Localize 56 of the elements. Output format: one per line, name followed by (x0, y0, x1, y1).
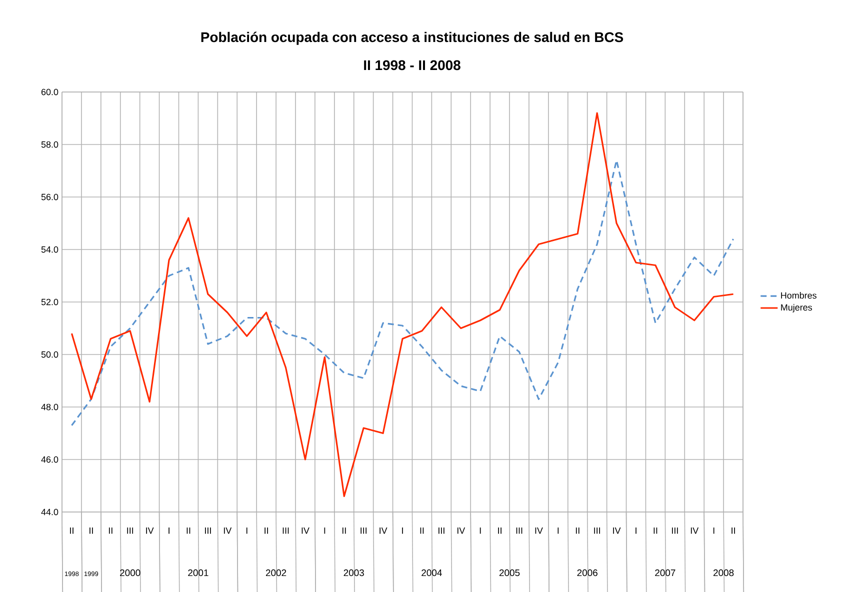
x-tick-label: IV (690, 528, 699, 534)
y-tick-label: 48.0 (41, 404, 58, 410)
x-tick-label: II (186, 528, 190, 534)
text: 2003 (344, 569, 364, 576)
x-tick-label: I (168, 528, 170, 534)
text: 2006 (577, 569, 598, 576)
y-tick-label: 54.0 (41, 246, 58, 253)
x-tick-label: I (713, 528, 714, 534)
x-tick-label: II (576, 528, 580, 534)
x-tick-label: III (516, 528, 522, 534)
x-tick-label: III (282, 528, 289, 534)
x-tick-label: IV (224, 528, 232, 534)
y-tick-label: 56.0 (41, 194, 58, 200)
x-tick-label: IV (380, 528, 388, 534)
x-tick-label: II (420, 528, 424, 534)
x-tick-label: II (654, 528, 658, 534)
x-tick-label: III (205, 528, 211, 534)
x-tick-label: II (342, 528, 346, 534)
x-tick-label: IV (535, 528, 543, 534)
text: 2005 (499, 569, 520, 576)
x-tick-label: I (558, 528, 559, 534)
x-tick-label: I (480, 528, 481, 534)
x-tick-label: III (438, 528, 444, 534)
y-tick-label: 44.0 (41, 508, 58, 516)
y-tick-label: 52.0 (41, 298, 58, 306)
legend-label: Hombres (781, 292, 816, 299)
x-tick-label: II (70, 528, 74, 534)
text: 2004 (422, 569, 442, 576)
text: 2000 (120, 569, 140, 576)
x-tick-label: III (360, 528, 367, 534)
y-tick-label: 60.0 (41, 88, 58, 96)
chart-subtitle: II 1998 - II 2008 (364, 60, 460, 70)
text: 2002 (266, 569, 286, 576)
x-tick-label: I (246, 528, 248, 534)
text: 2001 (188, 569, 208, 576)
x-tick-label: II (732, 528, 735, 534)
x-tick-label: IV (146, 528, 154, 534)
x-tick-label: II (264, 528, 268, 534)
x-tick-label: IV (457, 528, 466, 534)
x-tick-label: II (108, 528, 112, 534)
text: 2007 (655, 569, 676, 576)
x-tick-label: IV (302, 528, 310, 534)
x-tick-label: III (672, 528, 678, 534)
y-tick-label: 58.0 (41, 141, 58, 148)
x-tick-label: III (594, 528, 600, 534)
x-tick-label: III (127, 528, 134, 534)
x-tick-label: II (498, 528, 502, 534)
x-tick-label: II (90, 528, 93, 534)
legend-label: Mujeres (781, 304, 812, 312)
y-tick-label: 46.0 (41, 456, 58, 463)
y-tick-label: 50.0 (41, 351, 58, 358)
x-tick-label: I (324, 528, 326, 534)
x-tick-label: IV (613, 528, 621, 534)
text: 2008 (713, 569, 734, 576)
chart-title: Población ocupada con acceso a instituciones de salud en BCS (201, 32, 624, 45)
x-tick-label: I (402, 528, 403, 534)
